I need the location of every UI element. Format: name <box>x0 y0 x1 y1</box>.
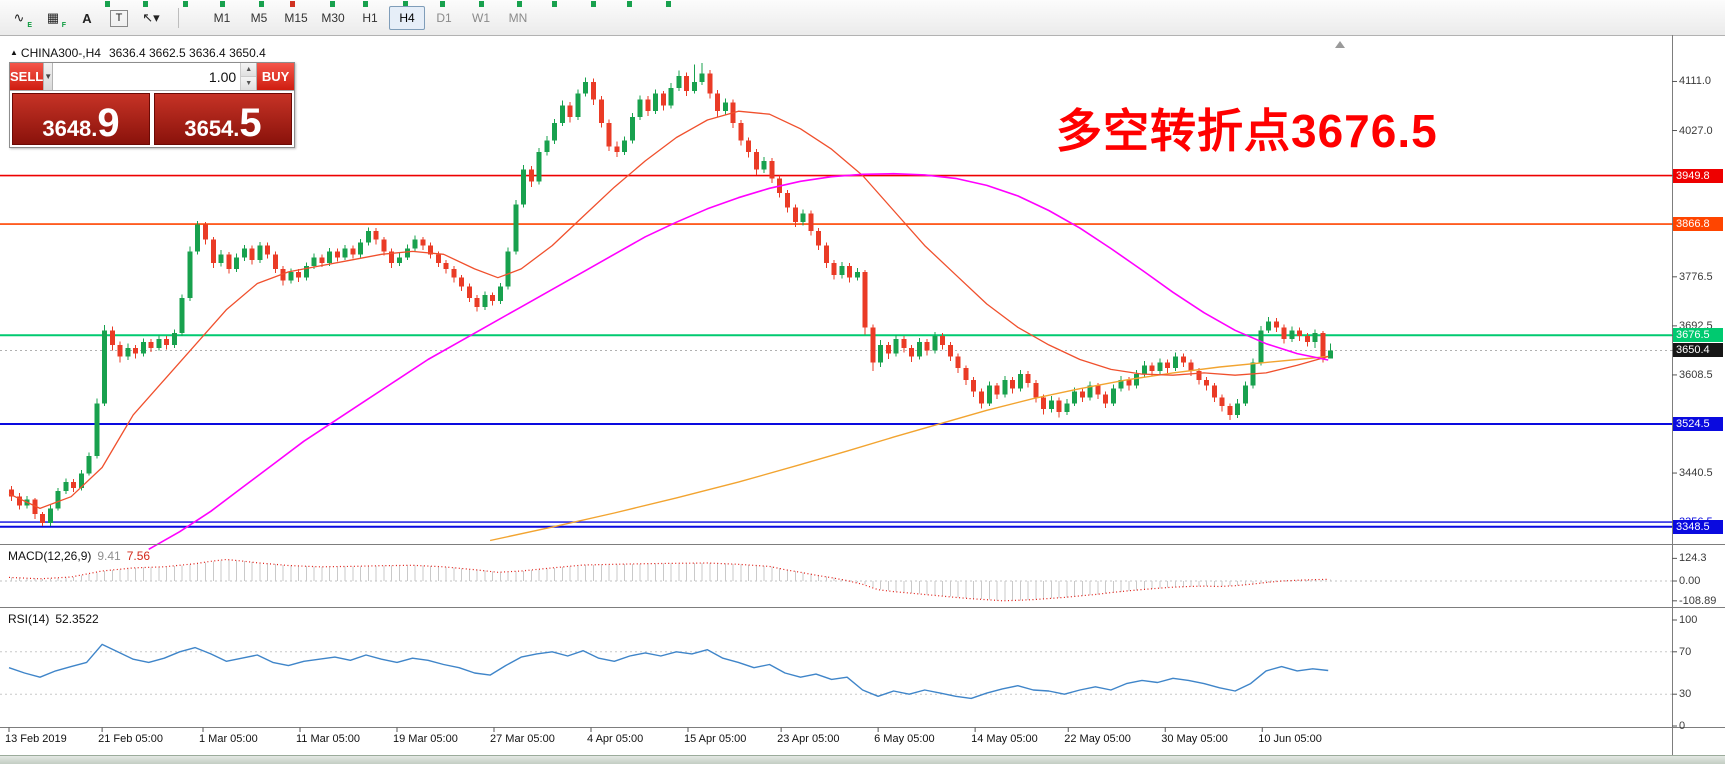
autoscroll-marker-icon <box>1335 41 1345 48</box>
time-tick: 22 May 05:00 <box>1064 733 1131 745</box>
price-line-badge: 3348.5 <box>1673 519 1723 534</box>
time-tick: 6 May 05:00 <box>874 733 935 745</box>
volume-input[interactable] <box>53 63 241 90</box>
macd-label: MACD(12,26,9) 9.41 7.56 <box>8 549 151 563</box>
ma-magenta <box>148 172 1329 550</box>
macd-signal-value: 7.56 <box>126 549 151 563</box>
rsi-axis-tick: 30 <box>1679 688 1692 701</box>
text-label-icon[interactable]: A <box>82 10 92 26</box>
timeframe-d1[interactable]: D1 <box>436 11 452 25</box>
grid-icon: ▦ <box>46 10 60 25</box>
sell-price-display[interactable]: 3648. 9 <box>12 93 150 145</box>
timeframe-bar: M1 M5 M15 M30 H1 H4 D1 W1 MN <box>204 6 537 30</box>
volume-decrease-button[interactable]: ▼ <box>241 77 257 90</box>
price-tick: 3608.5 <box>1679 368 1713 381</box>
timeframe-w1[interactable]: W1 <box>472 11 490 25</box>
toolbar-fragment <box>259 1 264 7</box>
toolbar-fragment <box>591 1 596 7</box>
time-tick: 15 Apr 05:00 <box>684 733 747 745</box>
toolbar-fragment <box>363 1 368 7</box>
price-line-badge: 3866.8 <box>1673 217 1723 232</box>
symbol-marker-icon: ▲ <box>10 48 18 57</box>
ohlc-values: 3636.4 3662.5 3636.4 3650.4 <box>108 46 266 60</box>
time-tick: 11 Mar 05:00 <box>296 733 361 745</box>
chevron-down-icon: ▼ <box>44 72 53 81</box>
toolbar-fragment <box>440 1 445 7</box>
price-tick: 3776.5 <box>1679 270 1713 283</box>
toolbar-fragment <box>627 1 632 7</box>
timeframe-m5[interactable]: M5 <box>250 11 268 25</box>
one-click-trading-panel: SELL ▼ ▲ ▼ BUY 3648.9 3654.5 <box>9 62 295 148</box>
price-line-badge: 3524.5 <box>1673 416 1723 431</box>
toolbar-fragment <box>552 1 557 7</box>
time-tick: 14 May 05:00 <box>971 733 1038 745</box>
macd-axis-tick: 0.00 <box>1679 575 1701 587</box>
time-tick: 1 Mar 05:00 <box>199 733 258 745</box>
ma-red <box>8 110 1329 510</box>
time-tick: 21 Feb 05:00 <box>98 733 163 745</box>
sell-button[interactable]: SELL <box>10 63 44 90</box>
toolbar-fragment <box>290 1 295 7</box>
cycle-lines-icon[interactable]: T <box>110 9 128 27</box>
buy-price-display[interactable]: 3654. 5 <box>154 93 292 145</box>
time-tick: 23 Apr 05:00 <box>777 733 840 745</box>
toolbar-fragment <box>143 1 148 7</box>
macd-signal-line <box>8 558 1329 602</box>
volume-increase-button[interactable]: ▲ <box>241 63 257 77</box>
indicator-f-icon[interactable]: ▦ F <box>46 10 66 29</box>
toolbar-fragment <box>330 1 335 7</box>
rsi-axis-tick: 100 <box>1679 614 1698 626</box>
toolbar-fragment <box>403 1 408 7</box>
time-tick: 4 Apr 05:00 <box>587 733 644 745</box>
timeframe-m15[interactable]: M15 <box>284 11 308 25</box>
toolbar-separator <box>178 8 179 28</box>
timeframe-m30[interactable]: M30 <box>321 11 345 25</box>
price-line-badge: 3650.4 <box>1673 343 1723 358</box>
time-tick: 19 Mar 05:00 <box>393 733 458 745</box>
toolbar-fragment <box>517 1 522 7</box>
timeframe-mn[interactable]: MN <box>508 11 528 25</box>
toolbar-fragment <box>479 1 484 7</box>
toolbar-fragment <box>105 1 110 7</box>
symbol-period-label: CHINA300-,H4 <box>20 46 101 60</box>
price-tick: 4111.0 <box>1679 75 1712 88</box>
rsi-line <box>8 643 1329 700</box>
candlesticks <box>9 62 1334 526</box>
timeframe-h1[interactable]: H1 <box>362 11 378 25</box>
chart-header: ▲ CHINA300-,H4 3636.4 3662.5 3636.4 3650.4 <box>10 46 266 60</box>
time-tick: 10 Jun 05:00 <box>1258 733 1322 745</box>
pivot-annotation: 多空转折点3676.5 <box>1056 105 1438 157</box>
time-tick: 27 Mar 05:00 <box>490 733 555 745</box>
price-line-badge: 3949.8 <box>1673 168 1723 183</box>
price-line-badge: 3676.5 <box>1673 328 1723 343</box>
rsi-value: 52.3522 <box>55 612 99 626</box>
wave-icon: ∿ <box>13 10 25 25</box>
rsi-axis-tick: 0 <box>1679 720 1686 732</box>
indicator-e-icon[interactable]: ∿ E <box>13 10 32 29</box>
timeframe-h4[interactable]: H4 <box>389 6 425 30</box>
time-tick: 30 May 05:00 <box>1161 733 1228 745</box>
buy-button[interactable]: BUY <box>257 63 294 90</box>
price-tick: 3440.5 <box>1679 467 1713 480</box>
rsi-axis-tick: 70 <box>1679 645 1692 658</box>
cursor-tool-icon[interactable]: ↖▾ <box>142 10 160 25</box>
time-tick: 13 Feb 2019 <box>5 733 67 745</box>
order-type-dropdown[interactable]: ▼ <box>43 63 54 90</box>
macd-axis-tick: -108.89 <box>1679 594 1717 607</box>
toolbar-fragment <box>220 1 225 7</box>
status-bar <box>0 755 1725 764</box>
ma-gold <box>489 355 1329 542</box>
rsi-label: RSI(14) 52.3522 <box>8 612 99 626</box>
macd-main-value: 9.41 <box>97 549 121 563</box>
macd-histogram <box>11 559 1332 601</box>
macd-axis-tick: 124.3 <box>1679 552 1707 565</box>
volume-field: ▲ ▼ <box>53 63 258 90</box>
toolbar: ∿ E ▦ F A T ↖▾ M1 M5 M15 M30 H1 H4 D1 W1 MN <box>0 0 1725 36</box>
price-tick: 4027.0 <box>1679 124 1713 137</box>
toolbar-fragment <box>666 1 671 7</box>
toolbar-fragment <box>183 1 188 7</box>
timeframe-m1[interactable]: M1 <box>213 11 231 25</box>
